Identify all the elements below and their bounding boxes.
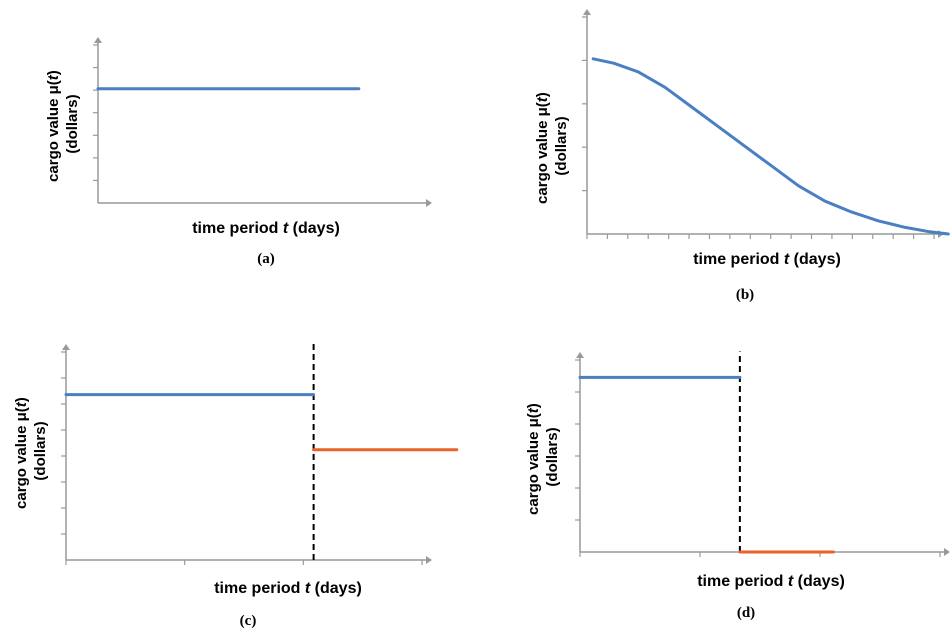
x-axis-label-var: t <box>283 220 289 237</box>
x-axis-label-unit: (days) <box>793 573 845 590</box>
x-axis-label-unit: (days) <box>789 251 841 268</box>
y-axis-label-unit: (dollars) <box>553 116 570 175</box>
y-axis-label-d: cargo value μ(t) (dollars) <box>525 399 561 515</box>
y-axis-label-var: t <box>525 407 542 413</box>
panel-c: cargo value μ(t) (dollars) time period t… <box>13 342 459 629</box>
y-axis-label-b: cargo value μ(t) (dollars) <box>534 88 570 204</box>
plot-area-c <box>61 342 459 565</box>
x-axis-arrowhead <box>944 548 950 556</box>
x-axis-label-unit: (days) <box>310 580 362 597</box>
x-axis-label-text: time period <box>192 220 283 237</box>
plot-area-d <box>575 351 950 557</box>
y-axis-label-a: cargo value μ(t) (dollars) <box>45 66 81 182</box>
caption-d: (d) <box>737 605 755 621</box>
y-axis-label-text: cargo value μ( <box>45 80 62 182</box>
x-axis-label-unit: (days) <box>288 220 340 237</box>
x-axis-label-text: time period <box>214 580 305 597</box>
y-axis-label-var: t <box>534 96 551 102</box>
y-axis-label-close: ) <box>13 397 30 402</box>
y-axis-label-close: ) <box>45 70 62 75</box>
panel-a: cargo value μ(t) (dollars) time period t… <box>45 37 432 267</box>
x-axis-label-text: time period <box>693 251 784 268</box>
y-axis-label-unit: (dollars) <box>64 94 81 153</box>
panel-d: cargo value μ(t) (dollars) time period t… <box>525 351 950 621</box>
y-axis-label-text: cargo value μ( <box>13 407 30 509</box>
x-axis-label-var: t <box>305 580 311 597</box>
x-axis-label-var: t <box>784 251 790 268</box>
y-axis-arrowhead <box>94 37 102 43</box>
y-axis-arrowhead <box>576 352 584 358</box>
x-axis-label-d: time period t (days) <box>697 573 845 590</box>
plot-area-b <box>582 9 950 239</box>
x-axis-label-a: time period t (days) <box>192 220 340 237</box>
y-axis-label-var: t <box>45 74 62 80</box>
caption-b: (b) <box>736 287 754 303</box>
y-axis-label-unit: (dollars) <box>32 421 49 480</box>
y-axis-arrowhead <box>583 9 591 15</box>
x-axis-label-text: time period <box>697 573 788 590</box>
x-axis-label-var: t <box>788 573 794 590</box>
x-axis-arrowhead <box>426 556 432 564</box>
y-axis-label-close: ) <box>525 403 542 408</box>
x-axis-label-c: time period t (days) <box>214 580 362 597</box>
panel-b: cargo value μ(t) (dollars) time period t… <box>534 9 950 303</box>
y-axis-label-text: cargo value μ( <box>534 102 551 204</box>
y-axis-label-text: cargo value μ( <box>525 413 542 515</box>
plot-area-a <box>93 37 432 207</box>
y-axis-label-var: t <box>13 401 30 407</box>
y-axis-arrowhead <box>62 344 70 350</box>
series-line-1 <box>591 57 950 236</box>
caption-c: (c) <box>240 613 257 629</box>
x-axis-label-b: time period t (days) <box>693 251 841 268</box>
y-axis-label-close: ) <box>534 92 551 97</box>
x-axis-arrowhead <box>426 199 432 207</box>
caption-a: (a) <box>257 251 275 267</box>
y-axis-label-unit: (dollars) <box>544 427 561 486</box>
y-axis-label-c: cargo value μ(t) (dollars) <box>13 393 49 509</box>
